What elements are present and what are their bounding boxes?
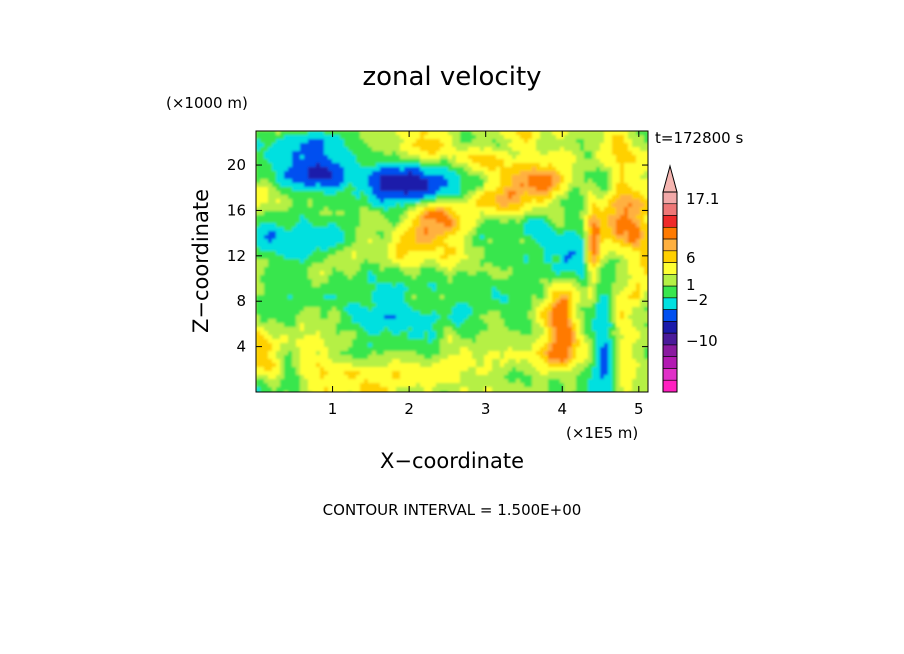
contour-interval-note: CONTOUR INTERVAL = 1.500E+00	[323, 501, 582, 519]
plot-frame	[255, 130, 649, 393]
colorbar-swatch	[662, 285, 678, 299]
y-tick-label: 8	[236, 292, 246, 310]
x-tick-label: 2	[404, 400, 414, 418]
colorbar-label: −10	[686, 332, 718, 350]
colorbar-label: 1	[686, 276, 696, 294]
colorbar-label: 17.1	[686, 190, 719, 208]
colorbar-swatch	[662, 356, 678, 369]
x-tick-label: 5	[634, 400, 644, 418]
chart-title: zonal velocity	[362, 62, 541, 92]
colorbar-swatch	[662, 309, 678, 322]
colorbar-swatch	[662, 191, 678, 205]
contour-field	[256, 131, 648, 392]
colorbar-label: 6	[686, 249, 696, 267]
colorbar-swatch	[662, 344, 678, 358]
x-tick-label: 1	[328, 400, 338, 418]
x-unit-label: (×1E5 m)	[566, 424, 638, 442]
colorbar-swatch	[662, 274, 678, 287]
colorbar-frame	[662, 191, 678, 393]
colorbar-swatch	[662, 297, 678, 310]
y-tick-label: 4	[236, 338, 246, 356]
x-axis: 1 2 3 4 5	[328, 131, 644, 418]
colorbar-swatch	[662, 332, 678, 346]
time-label: t=172800 s	[655, 129, 743, 147]
x-tick-label: 3	[481, 400, 491, 418]
y-tick-label: 20	[227, 156, 246, 174]
y-tick-label: 12	[227, 247, 246, 265]
colorbar-arrow	[662, 164, 678, 193]
colorbar-swatch	[662, 379, 678, 393]
y-unit-label: (×1000 m)	[166, 94, 248, 112]
colorbar-label: −2	[686, 291, 708, 309]
y-tick-label: 16	[227, 201, 246, 219]
colorbar-swatch	[662, 250, 678, 263]
colorbar-swatch	[662, 215, 678, 228]
colorbar-swatch	[662, 321, 678, 334]
colorbar-swatch	[662, 368, 678, 381]
y-axis: 4 8 12 16 20	[227, 156, 648, 356]
colorbar-swatch	[662, 226, 678, 240]
colorbar-legend: 17.1 6 1−2 −10	[662, 164, 719, 393]
x-axis-label: X−coordinate	[380, 449, 524, 473]
y-axis-label: Z−coordinate	[189, 189, 213, 333]
x-tick-label: 4	[557, 400, 567, 418]
colorbar-swatch	[662, 262, 678, 275]
colorbar-swatch	[662, 238, 678, 252]
colorbar-swatch	[662, 203, 678, 216]
